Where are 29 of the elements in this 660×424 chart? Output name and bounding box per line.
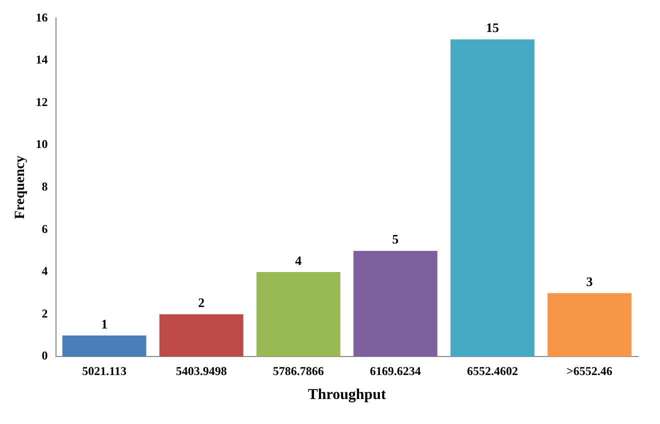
y-tick-label: 6 [42,222,48,236]
x-tick-label: 6169.6234 [370,364,421,378]
y-tick-label: 10 [36,137,48,152]
data-label: 1 [101,316,108,332]
y-tick-label: 0 [42,348,48,363]
data-label: 2 [198,295,205,310]
y-axis-title: Frequency [13,156,28,220]
data-label: 4 [295,252,302,268]
y-tick-label: 16 [36,10,48,24]
bar [62,335,146,357]
bar [548,293,632,357]
data-label: 3 [586,274,594,290]
x-axis-title: Throughput [308,386,386,403]
y-tick-label: 12 [36,94,48,109]
y-tick-label: 8 [42,179,48,194]
x-tick-label: 5021.113 [82,364,126,378]
x-tick-label: 5403.9498 [176,364,227,378]
y-tick-label: 2 [42,306,48,320]
data-label: 15 [486,20,500,36]
data-label: 5 [392,232,400,247]
y-tick-label: 14 [36,52,48,67]
x-tick-label: >6552.46 [566,364,612,378]
bar [256,272,340,357]
x-tick-label: 5786.7866 [272,364,324,378]
bar [450,39,534,357]
bar [353,250,438,357]
y-tick-label: 4 [42,264,48,278]
bar [159,314,244,357]
x-tick-label: 6552.4602 [466,364,518,378]
